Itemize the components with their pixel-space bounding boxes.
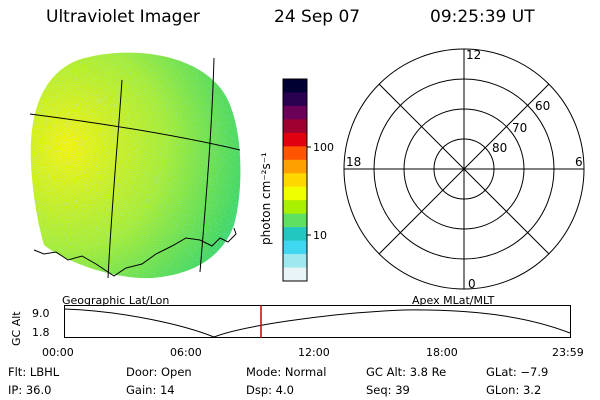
polar-plot: 12 18 6 0 60 70 80: [343, 48, 585, 291]
dsp-status: Dsp: 4.0: [246, 383, 294, 397]
timeline-xtick-1200: 12:00: [298, 346, 330, 359]
colorbar-tick-label-10: 10: [313, 229, 327, 242]
seq-status: Seq: 39: [366, 383, 410, 397]
time-label: 09:25:39 UT: [430, 7, 535, 27]
instrument-title: Ultraviolet Imager: [46, 7, 200, 27]
mlt-label-6: 6: [575, 155, 583, 169]
gc-alt-status: GC Alt: 3.8 Re: [366, 365, 447, 379]
colorbar-band: [283, 105, 307, 120]
uv-image-panel: [29, 52, 241, 279]
timeline-xtick-0600: 06:00: [170, 346, 202, 359]
geo-grid-lines: [29, 57, 241, 279]
door-status: Door: Open: [126, 365, 192, 379]
mlt-label-0: 0: [468, 277, 476, 291]
timeline-xtick-0000: 00:00: [42, 346, 74, 359]
coastline: [33, 227, 237, 277]
mlat-label-60: 60: [535, 99, 550, 113]
glon-status: GLon: 3.2: [486, 383, 542, 397]
timeline-plot: [64, 305, 571, 338]
mlt-label-18: 18: [346, 155, 361, 169]
timeline-ylabel: GC Alt: [10, 311, 23, 346]
uv-disk: [30, 52, 241, 279]
colorbar-band: [283, 200, 307, 215]
mlt-label-12: 12: [466, 48, 481, 62]
colorbar-band: [283, 186, 307, 201]
colorbar-band: [283, 240, 307, 255]
timeline-frame: [64, 305, 571, 338]
ip-status: IP: 36.0: [8, 383, 52, 397]
mlat-label-80: 80: [492, 141, 507, 155]
polar-diagonal-2: [378, 83, 550, 255]
timeline-ytick-min: 1.8: [32, 326, 50, 339]
polar-panel-label: Apex MLat/MLT: [412, 294, 495, 307]
colorbar-band: [283, 267, 307, 282]
colorbar-label: photon cm⁻²s⁻¹: [259, 152, 273, 245]
colorbar-band: [283, 254, 307, 269]
glat-status: GLat: −7.9: [486, 365, 549, 379]
mode-status: Mode: Normal: [246, 365, 327, 379]
colorbar-band: [283, 213, 307, 228]
colorbar-band: [283, 227, 307, 242]
colorbar-bands: [283, 79, 307, 282]
colorbar-band: [283, 146, 307, 161]
timeline-ytick-max: 9.0: [32, 307, 50, 320]
colorbar-band: [283, 119, 307, 134]
gain-status: Gain: 14: [126, 383, 175, 397]
colorbar-band: [283, 173, 307, 188]
colorbar-frame: [282, 78, 308, 282]
colorbar-band: [283, 159, 307, 174]
colorbar-tick-label-100: 100: [313, 141, 334, 154]
colorbar-band: [283, 92, 307, 107]
colorbar-band: [283, 132, 307, 147]
geo-panel-label: Geographic Lat/Lon: [62, 294, 170, 307]
date-label: 24 Sep 07: [274, 7, 361, 27]
mlat-label-70: 70: [512, 121, 527, 135]
timeline-xtick-2359: 23:59: [552, 346, 584, 359]
altitude-curve: [64, 308, 571, 338]
filter-status: Flt: LBHL: [8, 365, 60, 379]
colorbar: 100 10: [282, 78, 334, 282]
timeline-xtick-1800: 18:00: [426, 346, 458, 359]
colorbar-band: [283, 79, 307, 93]
